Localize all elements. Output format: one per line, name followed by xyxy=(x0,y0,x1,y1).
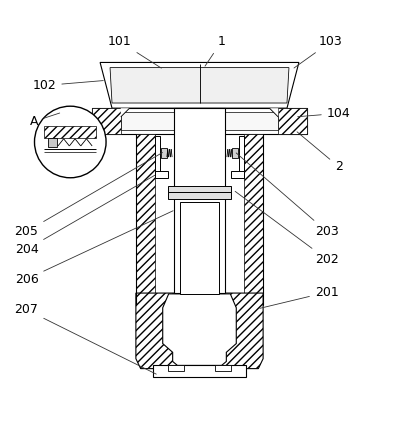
Bar xyxy=(168,365,184,371)
Polygon shape xyxy=(163,294,236,365)
Text: 202: 202 xyxy=(235,191,339,266)
Bar xyxy=(231,171,244,178)
Text: 203: 203 xyxy=(236,153,339,238)
Text: 205: 205 xyxy=(15,152,162,238)
Bar xyxy=(136,134,155,305)
Text: 102: 102 xyxy=(33,79,103,92)
Bar xyxy=(155,136,160,178)
Bar xyxy=(278,108,307,134)
Text: 201: 201 xyxy=(260,286,339,308)
Bar xyxy=(174,108,225,293)
Bar xyxy=(153,365,246,377)
Bar xyxy=(215,365,231,371)
Bar xyxy=(44,126,96,138)
Bar xyxy=(232,148,238,158)
Bar xyxy=(168,192,231,199)
Bar xyxy=(48,138,57,147)
Text: 101: 101 xyxy=(108,35,161,68)
Circle shape xyxy=(34,106,106,178)
Polygon shape xyxy=(136,293,263,369)
Text: 1: 1 xyxy=(205,35,225,66)
Text: 2: 2 xyxy=(297,132,343,173)
Text: 204: 204 xyxy=(15,175,155,256)
Text: 103: 103 xyxy=(294,35,343,68)
Bar xyxy=(180,202,219,294)
Bar xyxy=(121,112,278,130)
Polygon shape xyxy=(121,108,130,117)
Bar xyxy=(92,108,307,134)
Polygon shape xyxy=(100,62,299,108)
Bar xyxy=(161,148,167,158)
Text: A: A xyxy=(30,113,60,128)
Bar xyxy=(92,108,121,134)
Bar xyxy=(168,186,231,192)
Polygon shape xyxy=(269,108,278,117)
Bar xyxy=(239,136,244,178)
Text: 206: 206 xyxy=(15,211,173,286)
Bar xyxy=(244,134,263,305)
Text: 207: 207 xyxy=(15,303,156,374)
Polygon shape xyxy=(110,68,289,103)
Text: 104: 104 xyxy=(298,107,351,120)
Bar xyxy=(155,171,168,178)
